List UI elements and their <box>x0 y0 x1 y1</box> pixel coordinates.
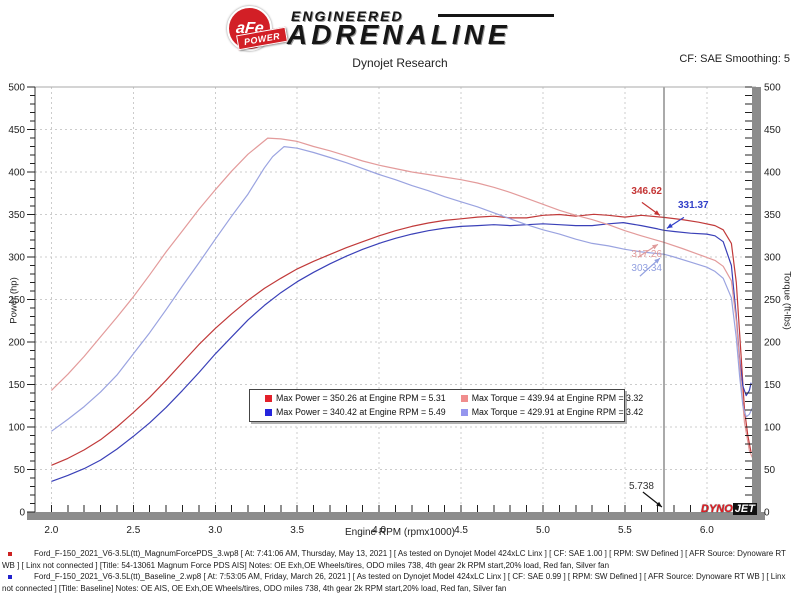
brand-divider-line <box>438 14 554 17</box>
x-axis-title: Engine RPM (rpmx1000) <box>344 527 456 538</box>
right-tick-label: 250 <box>764 295 781 306</box>
legend-swatch-icon <box>265 394 272 402</box>
run2-file-info: Ford_F-150_2021_V6-3.5L(tt)_Baseline_2.w… <box>2 572 786 593</box>
left-tick-label: 200 <box>8 338 25 349</box>
arrow-cursor-rpm-head <box>656 501 662 507</box>
left-tick-label: 500 <box>8 83 25 94</box>
run2-color-bullet <box>8 575 12 579</box>
cursor-readout-power-red: 346.62 <box>631 186 662 197</box>
right-tick-label: 50 <box>764 465 776 476</box>
dynojet-logo: DYNO JET <box>701 503 757 515</box>
bottom-tick-label: 2.5 <box>126 525 140 536</box>
legend-entry: Max Torque = 439.94 at Engine RPM = 3.32 <box>446 393 644 403</box>
run1-color-bullet <box>8 552 12 556</box>
right-tick-label: 350 <box>764 210 781 221</box>
y-axis-right-title: Torque (ft-lbs) <box>781 271 793 330</box>
legend-entry: Max Power = 350.26 at Engine RPM = 5.31 <box>250 393 446 403</box>
left-tick-label: 350 <box>8 210 25 221</box>
right-tick-label: 400 <box>764 168 781 179</box>
bottom-tick-label: 2.0 <box>44 525 58 536</box>
left-tick-label: 100 <box>8 423 25 434</box>
cursor-readout-torque-blue: 303.34 <box>631 263 662 274</box>
arrow-readout-1-head <box>666 223 673 229</box>
arrow-readout-2-head <box>652 244 658 250</box>
cursor-rpm-readout: 5.738 <box>628 481 654 492</box>
legend-swatch-icon <box>460 408 468 416</box>
left-tick-label: 450 <box>8 125 25 136</box>
right-tick-label: 500 <box>764 83 781 94</box>
cursor-readout-torque-red: 317.26 <box>631 249 662 260</box>
bottom-tick-label: 5.0 <box>536 525 550 536</box>
right-tick-label: 0 <box>764 508 770 519</box>
bottom-tick-label: 4.5 <box>454 525 468 536</box>
dynojet-logo-dyno: DYNO <box>701 503 733 515</box>
left-tick-label: 150 <box>8 380 25 391</box>
right-tick-label: 450 <box>764 125 781 136</box>
left-tick-label: 400 <box>8 168 25 179</box>
right-tick-label: 300 <box>764 253 781 264</box>
run1-file-info: Ford_F-150_2021_V6-3.5L(tt)_MagnumForceP… <box>2 549 786 570</box>
y-axis-right-bar <box>752 87 761 520</box>
arrow-readout-0-head <box>654 210 660 216</box>
arrow-readout-3-head <box>654 258 660 264</box>
left-tick-label: 50 <box>14 465 26 476</box>
bottom-tick-label: 6.0 <box>700 525 714 536</box>
left-tick-label: 0 <box>19 508 25 519</box>
legend-box: Max Power = 350.26 at Engine RPM = 5.31 M… <box>249 389 643 422</box>
y-axis-left-title: Power (hp) <box>8 277 20 324</box>
left-tick-label: 250 <box>8 295 25 306</box>
afe-power-text: POWER <box>243 30 281 47</box>
bottom-tick-label: 4.0 <box>372 525 386 536</box>
left-tick-label: 300 <box>8 253 25 264</box>
correction-factor-label: CF: SAE Smoothing: 5 <box>679 53 790 65</box>
series-curve-3 <box>51 145 754 432</box>
right-tick-label: 150 <box>764 380 781 391</box>
brand-engineered-text: ENGINEERED <box>291 8 404 24</box>
series-curve-2 <box>50 137 754 459</box>
right-tick-label: 100 <box>764 423 781 434</box>
bottom-tick-label: 3.0 <box>208 525 222 536</box>
bottom-tick-label: 5.5 <box>618 525 632 536</box>
right-tick-label: 200 <box>764 338 781 349</box>
bottom-tick-label: 3.5 <box>290 525 304 536</box>
legend-entry-label: Max Power = 350.26 at Engine RPM = 5.31 <box>276 393 446 403</box>
cursor-readout-power-blue: 331.37 <box>678 200 709 211</box>
legend-entry-label: Max Torque = 439.94 at Engine RPM = 3.32 <box>471 393 644 403</box>
legend-swatch-icon <box>460 394 468 402</box>
series-curve-1 <box>51 222 752 482</box>
report-title: Dynojet Research <box>352 56 448 70</box>
dyno-chart: 0 0 50 50 100 100 150 150 200 200 250 250 300 300 350 3… <box>8 83 781 537</box>
legend-swatch-icon <box>265 408 272 416</box>
x-axis-bar <box>27 512 765 520</box>
legend-entry: Max Torque = 429.91 at Engine RPM = 3.42 <box>446 407 644 417</box>
dynojet-logo-jet: JET <box>732 503 757 515</box>
legend-entry: Max Power = 340.42 at Engine RPM = 5.49 <box>250 407 446 417</box>
series-curve-0 <box>51 213 752 466</box>
brand-adrenaline-text: ADRENALINE <box>287 19 511 50</box>
legend-entry-label: Max Power = 340.42 at Engine RPM = 5.49 <box>276 407 446 417</box>
legend-entry-label: Max Torque = 429.91 at Engine RPM = 3.42 <box>471 407 644 417</box>
